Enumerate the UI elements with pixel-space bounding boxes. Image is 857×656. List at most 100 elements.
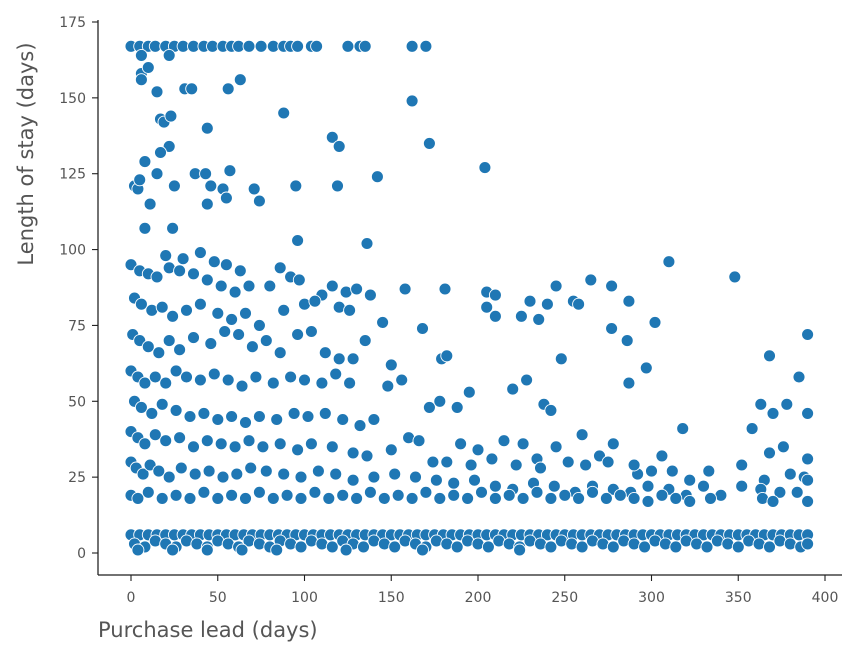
data-point	[351, 492, 363, 504]
data-point	[368, 414, 380, 426]
data-point	[423, 137, 435, 149]
data-point	[292, 329, 304, 341]
data-point	[371, 171, 383, 183]
data-point	[135, 49, 147, 61]
data-point	[600, 492, 612, 504]
data-point	[606, 280, 618, 292]
data-point	[135, 74, 147, 86]
data-point	[160, 250, 172, 262]
data-point	[481, 301, 493, 313]
data-point	[229, 286, 241, 298]
data-point	[684, 474, 696, 486]
data-point	[359, 335, 371, 347]
data-point	[174, 432, 186, 444]
data-point	[489, 310, 501, 322]
data-point	[253, 411, 265, 423]
data-point	[423, 401, 435, 413]
data-point	[295, 492, 307, 504]
data-point	[260, 465, 272, 477]
data-point	[245, 462, 257, 474]
data-point	[226, 313, 238, 325]
data-point	[550, 441, 562, 453]
data-point	[406, 492, 418, 504]
data-point	[271, 544, 283, 556]
data-point	[229, 441, 241, 453]
data-point	[170, 404, 182, 416]
data-point	[312, 465, 324, 477]
data-point	[410, 471, 422, 483]
data-point	[333, 353, 345, 365]
data-point	[784, 468, 796, 480]
data-point	[406, 95, 418, 107]
data-point	[417, 323, 429, 335]
y-tick-label: 0	[77, 546, 86, 562]
data-point	[344, 304, 356, 316]
data-point	[290, 180, 302, 192]
data-point	[194, 298, 206, 310]
data-point	[203, 465, 215, 477]
data-point	[278, 107, 290, 119]
data-point	[764, 447, 776, 459]
data-point	[535, 462, 547, 474]
data-point	[264, 280, 276, 292]
data-point	[285, 371, 297, 383]
data-point	[736, 480, 748, 492]
data-point	[746, 423, 758, 435]
data-point	[292, 444, 304, 456]
data-point	[507, 383, 519, 395]
data-point	[434, 492, 446, 504]
data-point	[389, 541, 401, 553]
data-point	[802, 407, 814, 419]
data-point	[278, 468, 290, 480]
data-point	[226, 489, 238, 501]
data-point	[340, 544, 352, 556]
data-point	[332, 180, 344, 192]
data-point	[201, 198, 213, 210]
data-point	[656, 489, 668, 501]
data-point	[550, 280, 562, 292]
data-point	[354, 420, 366, 432]
data-point	[670, 541, 682, 553]
data-point	[767, 495, 779, 507]
data-point	[184, 492, 196, 504]
data-point	[201, 435, 213, 447]
data-point	[267, 377, 279, 389]
data-point	[212, 492, 224, 504]
data-point	[167, 544, 179, 556]
data-point	[330, 468, 342, 480]
data-point	[646, 465, 658, 477]
data-point	[151, 86, 163, 98]
data-point	[764, 350, 776, 362]
x-ticks: 0 50 100 150 200 250 300 350 400	[127, 575, 839, 606]
data-point	[139, 377, 151, 389]
data-point	[486, 453, 498, 465]
data-point	[257, 441, 269, 453]
data-point	[295, 471, 307, 483]
data-point	[198, 407, 210, 419]
data-point	[677, 423, 689, 435]
data-point	[639, 541, 651, 553]
data-point	[248, 183, 260, 195]
data-point	[385, 359, 397, 371]
data-point	[498, 435, 510, 447]
data-point	[253, 319, 265, 331]
data-point	[430, 474, 442, 486]
data-point	[142, 341, 154, 353]
data-point	[482, 541, 494, 553]
data-point	[135, 401, 147, 413]
data-point	[562, 456, 574, 468]
data-point	[236, 544, 248, 556]
data-point	[292, 235, 304, 247]
data-point	[222, 374, 234, 386]
data-point	[451, 541, 463, 553]
data-point	[146, 407, 158, 419]
x-tick-label: 300	[638, 590, 665, 606]
data-point	[472, 444, 484, 456]
data-point	[167, 222, 179, 234]
data-point	[377, 316, 389, 328]
data-point	[132, 544, 144, 556]
data-point	[420, 40, 432, 52]
data-point	[392, 489, 404, 501]
data-point	[177, 253, 189, 265]
data-point	[441, 456, 453, 468]
